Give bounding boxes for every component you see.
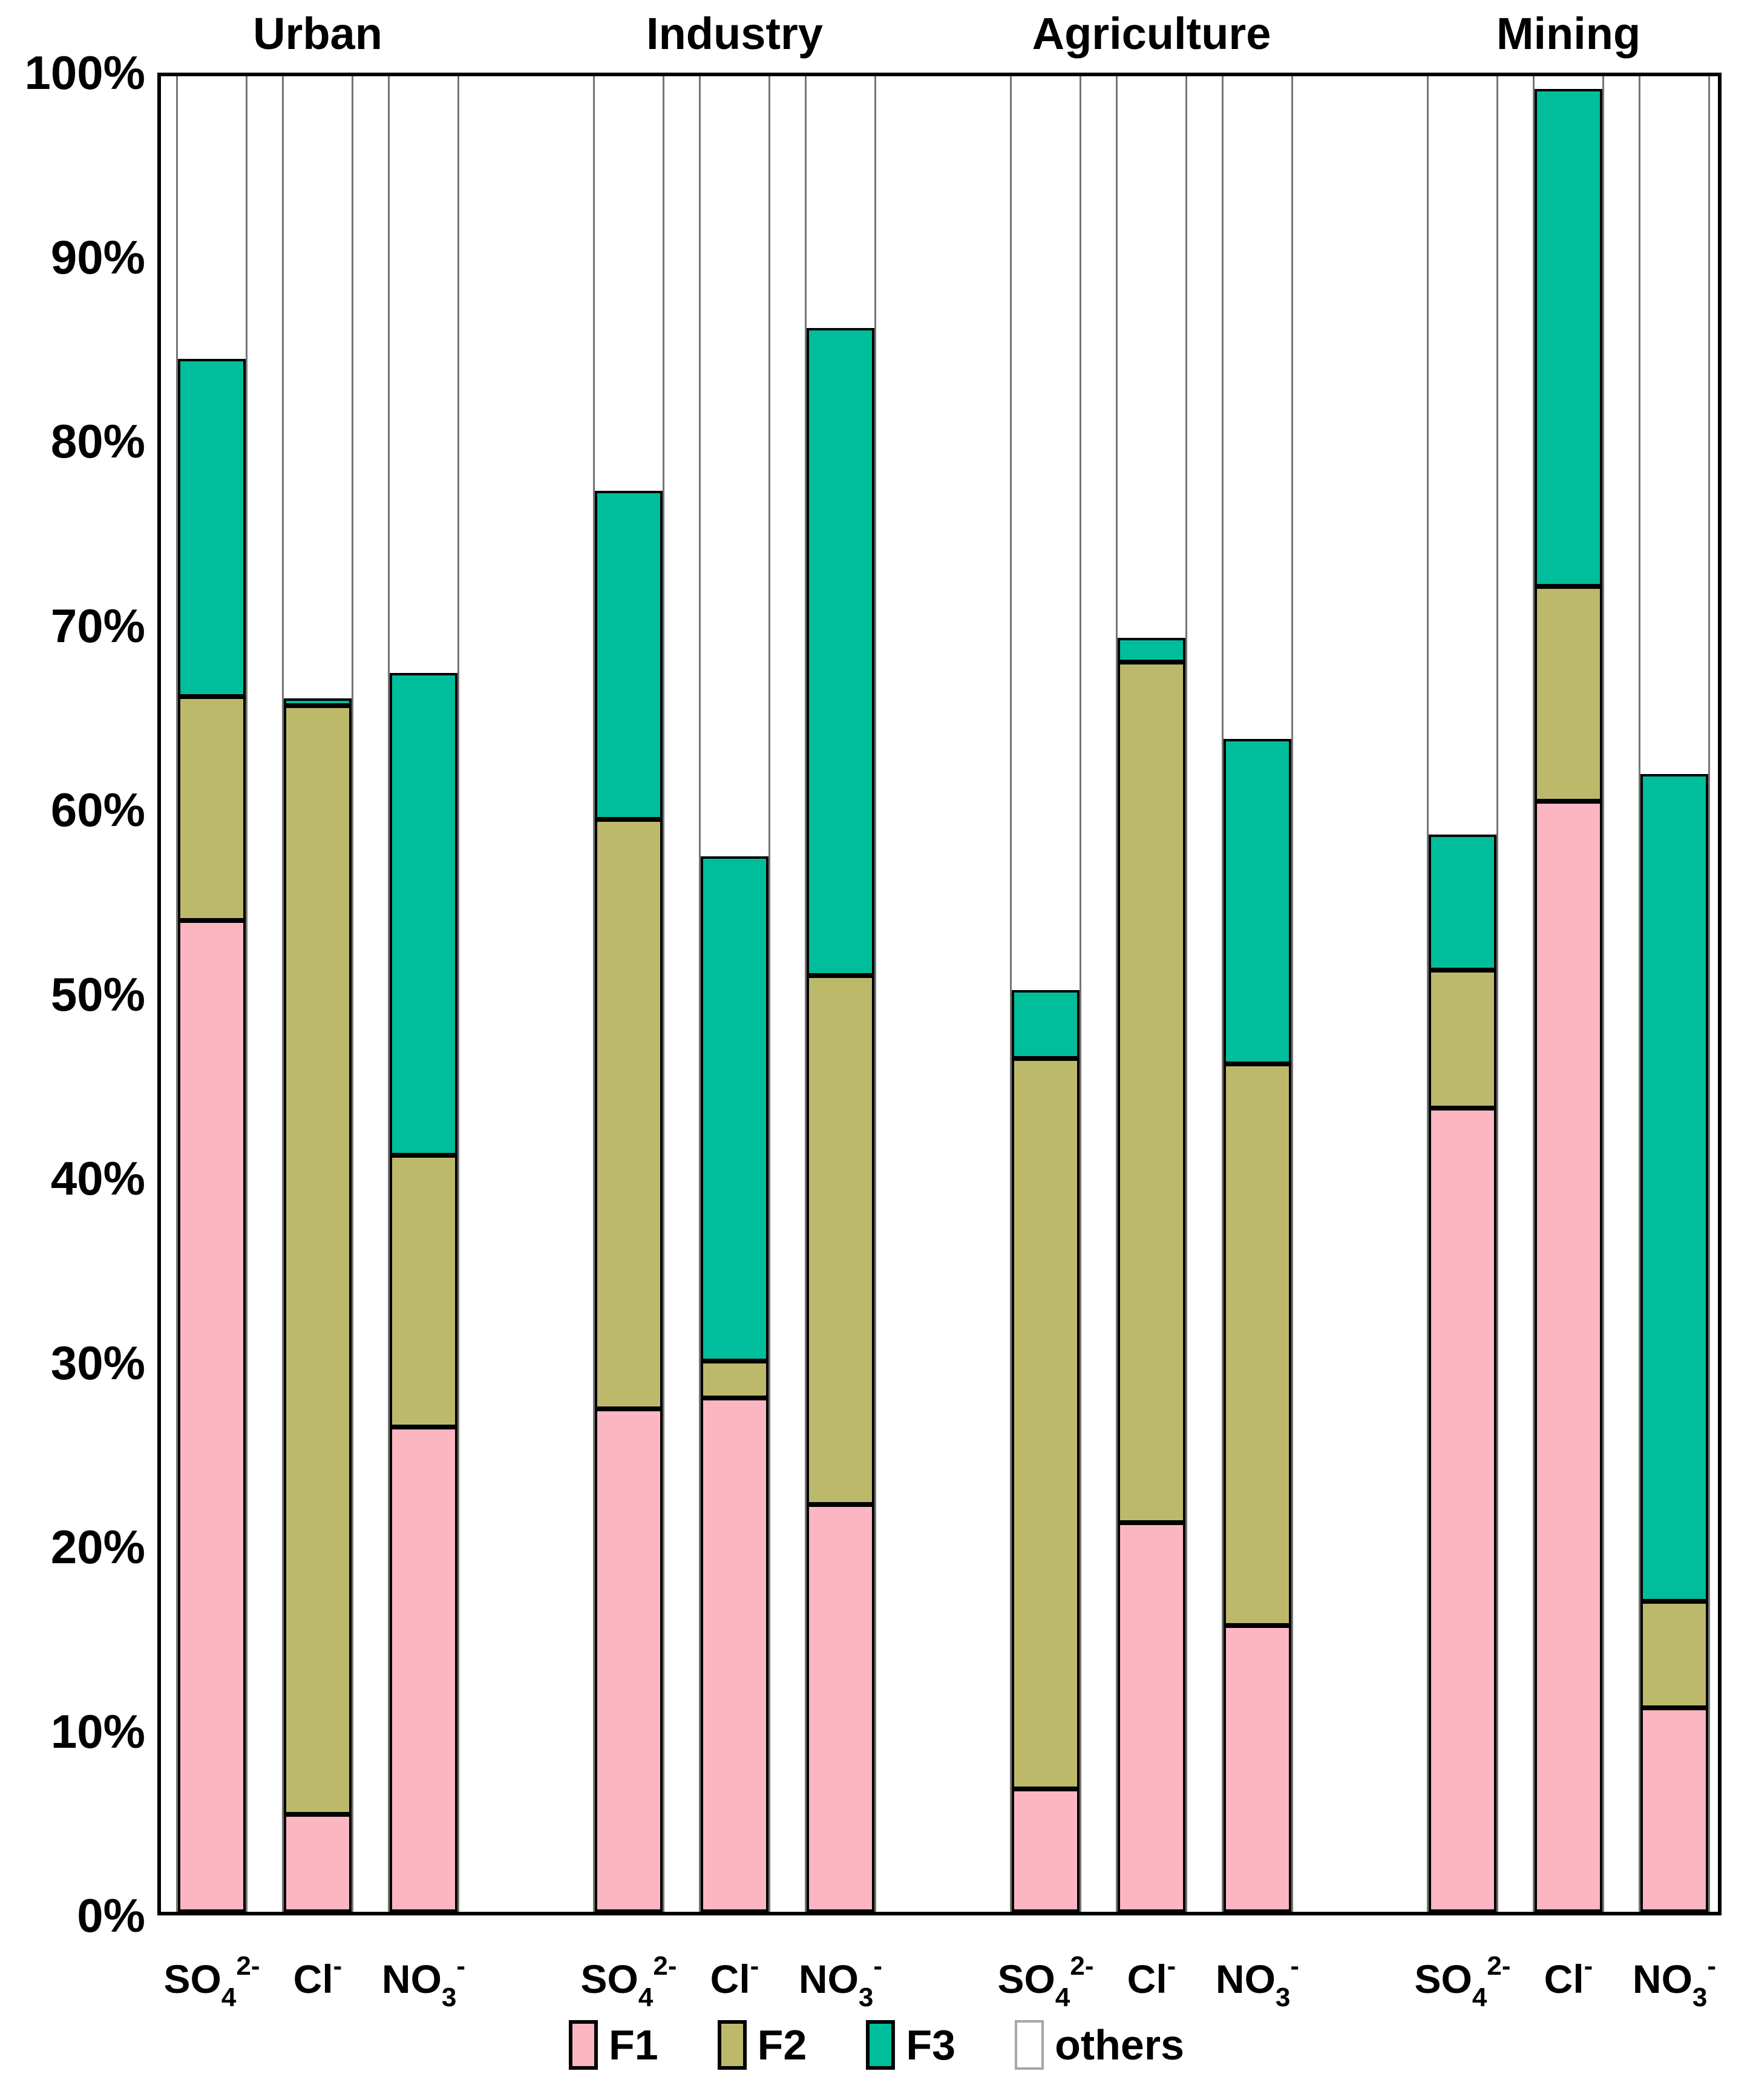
segment-f3-agriculture-so4 (1012, 990, 1080, 1058)
y-tick-label-80: 80% (50, 415, 145, 468)
segment-f2-agriculture-so4 (1012, 1058, 1080, 1789)
y-tick-label-60: 60% (50, 783, 145, 836)
segment-f2-industry-so4 (595, 819, 663, 1409)
segment-f1-industry-so4 (595, 1408, 663, 1912)
bar-agriculture-no3 (1222, 76, 1293, 1912)
legend-label-others: others (1055, 2021, 1185, 2069)
segment-f3-agriculture-cl (1118, 638, 1185, 662)
legend-swatch-f1 (568, 2020, 598, 2070)
y-tick-label-70: 70% (50, 599, 145, 652)
bar-industry-so4 (593, 76, 664, 1912)
segment-f2-mining-cl (1535, 586, 1602, 802)
segment-f2-agriculture-no3 (1224, 1063, 1291, 1626)
x-tick-label-urban-cl: Cl- (293, 1951, 342, 2002)
segment-f1-urban-so4 (178, 920, 246, 1912)
segment-f3-mining-cl (1535, 89, 1602, 587)
y-tick-label-30: 30% (50, 1336, 145, 1390)
x-tick-label-industry-so4: SO42- (580, 1951, 677, 2012)
group-title-agriculture: Agriculture (1032, 8, 1271, 59)
bar-mining-no3 (1639, 76, 1710, 1912)
segment-f3-industry-cl (701, 856, 768, 1362)
legend-swatch-f3 (866, 2020, 896, 2070)
x-tick-label-urban-no3: NO3- (381, 1951, 466, 2012)
segment-f2-industry-no3 (807, 976, 874, 1504)
segment-f1-agriculture-cl (1118, 1523, 1185, 1912)
segment-f1-mining-so4 (1429, 1107, 1496, 1912)
segment-f1-industry-no3 (807, 1504, 874, 1912)
y-tick-label-100: 100% (24, 46, 146, 99)
segment-f2-mining-no3 (1640, 1601, 1708, 1708)
x-tick-label-agriculture-so4: SO42- (997, 1951, 1094, 2012)
bar-mining-cl (1533, 76, 1604, 1912)
y-tick-label-50: 50% (50, 967, 145, 1021)
legend-label-f3: F3 (906, 2021, 956, 2069)
segment-f3-industry-no3 (807, 327, 874, 976)
segment-f1-urban-cl (284, 1814, 352, 1912)
legend-swatch-f2 (717, 2020, 747, 2070)
legend-item-f1: F1 (568, 2020, 658, 2070)
x-tick-label-industry-no3: NO3- (798, 1951, 883, 2012)
legend-label-f2: F2 (757, 2021, 807, 2069)
y-tick-label-0: 0% (77, 1889, 145, 1942)
segment-f3-industry-so4 (595, 491, 663, 820)
legend-item-f2: F2 (717, 2020, 807, 2070)
bar-mining-so4 (1427, 76, 1498, 1912)
segment-f2-agriculture-cl (1118, 661, 1185, 1523)
legend-item-f3: F3 (866, 2020, 955, 2070)
segment-f2-urban-so4 (178, 697, 246, 921)
x-tick-label-agriculture-cl: Cl- (1127, 1951, 1176, 2002)
bar-agriculture-so4 (1010, 76, 1081, 1912)
x-tick-label-mining-so4: SO42- (1414, 1951, 1511, 2012)
segment-f2-urban-cl (284, 706, 352, 1815)
bar-urban-so4 (176, 76, 247, 1912)
segment-f3-urban-cl (284, 698, 352, 706)
x-tick-label-urban-so4: SO42- (163, 1951, 260, 2012)
bar-industry-no3 (805, 76, 876, 1912)
x-tick-label-agriculture-no3: NO3- (1215, 1951, 1300, 2012)
bar-industry-cl (699, 76, 770, 1912)
y-tick-label-40: 40% (50, 1152, 145, 1205)
legend: F1 F2 F3 others (0, 2020, 1753, 2070)
segment-f1-agriculture-so4 (1012, 1788, 1080, 1912)
y-tick-label-90: 90% (50, 230, 145, 284)
segment-f1-agriculture-no3 (1224, 1625, 1291, 1912)
segment-f1-mining-cl (1535, 801, 1602, 1912)
segment-f3-urban-no3 (390, 672, 457, 1156)
segment-f1-urban-no3 (390, 1427, 457, 1912)
segment-f2-urban-no3 (390, 1155, 457, 1428)
segment-f3-mining-so4 (1429, 834, 1496, 971)
legend-item-others: others (1015, 2020, 1184, 2070)
segment-f2-industry-cl (701, 1361, 768, 1398)
y-tick-label-20: 20% (50, 1520, 145, 1573)
segment-f1-industry-cl (701, 1397, 768, 1912)
legend-label-f1: F1 (608, 2021, 658, 2069)
segment-f3-agriculture-no3 (1224, 738, 1291, 1064)
segment-f1-mining-no3 (1640, 1708, 1708, 1912)
group-title-industry: Industry (646, 8, 823, 59)
segment-f2-mining-so4 (1429, 970, 1496, 1108)
plot-area (157, 73, 1722, 1915)
legend-swatch-others (1015, 2020, 1044, 2070)
group-title-mining: Mining (1496, 8, 1641, 59)
x-tick-label-mining-no3: NO3- (1632, 1951, 1717, 2012)
y-tick-label-10: 10% (50, 1704, 145, 1758)
bar-urban-no3 (388, 76, 459, 1912)
segment-f3-mining-no3 (1640, 773, 1708, 1602)
bar-agriculture-cl (1116, 76, 1187, 1912)
bar-urban-cl (282, 76, 353, 1912)
x-tick-label-mining-cl: Cl- (1544, 1951, 1593, 2002)
x-tick-label-industry-cl: Cl- (710, 1951, 759, 2002)
segment-f3-urban-so4 (178, 359, 246, 697)
group-title-urban: Urban (253, 8, 382, 59)
